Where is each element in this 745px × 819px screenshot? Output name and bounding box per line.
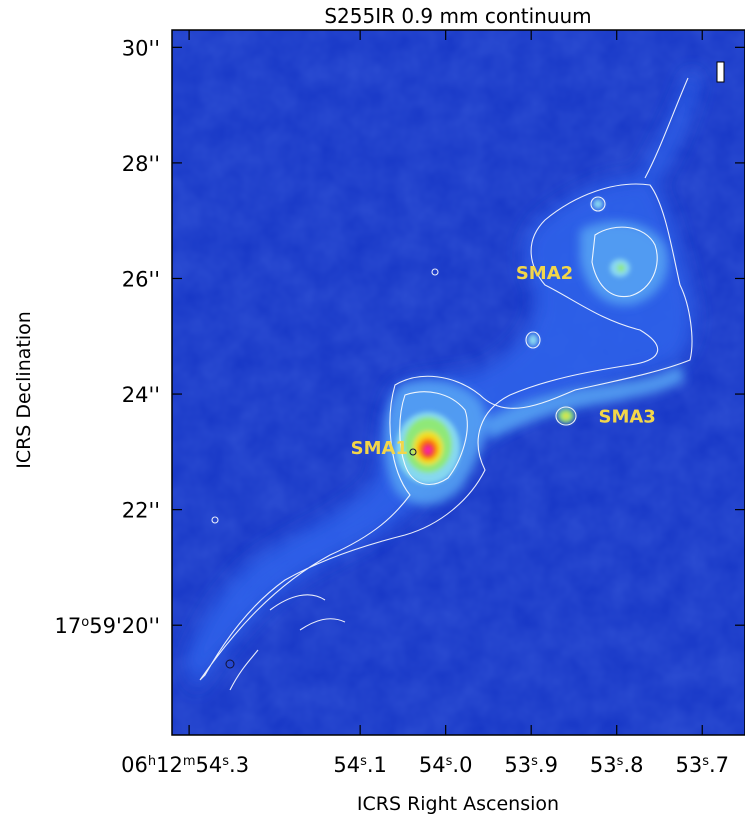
x-axis-ticks	[188, 30, 703, 735]
x-tick-label: 53s.8	[590, 753, 644, 777]
plot-frame	[171, 29, 745, 736]
x-axis-tick-labels: 06h12m54s.3 54s.1 54s.0 53s.9 53s.8 53s.7	[121, 753, 729, 777]
negative-contour	[409, 448, 417, 456]
y-tick-label: 28''	[122, 152, 160, 176]
chart-title: S255IR 0.9 mm continuum	[324, 4, 591, 28]
source-label-sma2: SMA2	[516, 263, 573, 284]
x-tick-label: 53s.7	[675, 753, 729, 777]
source-labels: SMA1 SMA2 SMA3	[351, 263, 656, 459]
beam-marker	[716, 61, 725, 83]
y-axis-ticks	[172, 46, 745, 626]
source-label-sma1: SMA1	[351, 438, 408, 459]
negative-contour	[225, 659, 235, 669]
source-label-sma3: SMA3	[599, 406, 656, 427]
y-tick-label: 22''	[122, 499, 160, 523]
x-tick-label: 53s.9	[504, 753, 558, 777]
y-axis-tick-labels: 30'' 28'' 26'' 24'' 22'' 17o59'20''	[55, 36, 160, 638]
y-axis-title: ICRS Declination	[13, 311, 35, 469]
y-tick-label: 30''	[122, 36, 160, 60]
x-tick-label: 54s.1	[333, 753, 387, 777]
y-tick-label: 26''	[122, 267, 160, 291]
x-axis-title: ICRS Right Ascension	[357, 793, 559, 815]
y-tick-label: 17o59'20''	[55, 614, 160, 638]
contour-lines	[199, 77, 693, 691]
x-tick-label: 06h12m54s.3	[121, 753, 249, 777]
x-tick-label: 54s.0	[419, 753, 473, 777]
emission-layer-bright	[396, 199, 630, 484]
image-area: SMA1 SMA2 SMA3	[172, 30, 745, 735]
y-tick-label: 24''	[122, 383, 160, 407]
